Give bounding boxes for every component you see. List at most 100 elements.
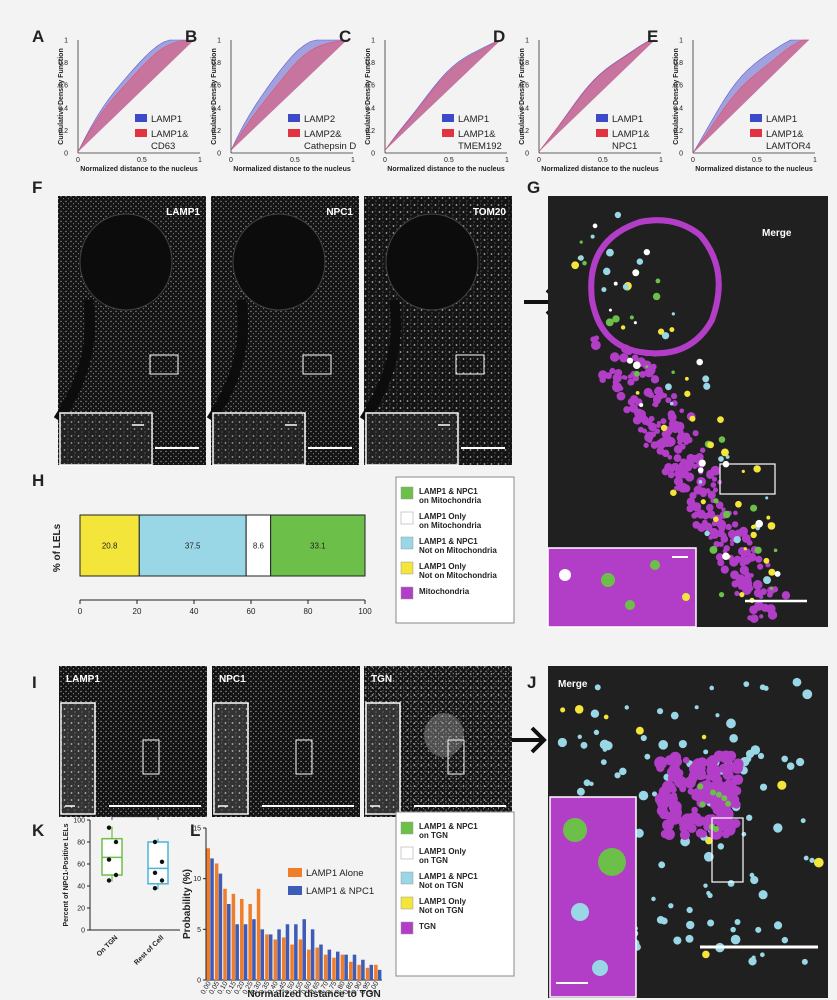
- y-axis-label: Cumulative Density Function: [58, 48, 65, 144]
- k-category-label: On TGN: [96, 934, 120, 958]
- y-tick-label: 0.8: [211, 60, 221, 67]
- x-tick-label: 0: [383, 157, 387, 164]
- cdf-band-red: [538, 39, 655, 152]
- l-bar: [248, 904, 252, 980]
- k-data-point: [152, 886, 158, 891]
- micrograph-f-npc1: NPC1: [206, 196, 359, 466]
- x-tick-label: 0: [537, 157, 541, 164]
- legend-label: Not on TGN: [419, 881, 464, 890]
- y-tick-label: 0.2: [365, 128, 375, 135]
- x-tick-label: 0: [691, 157, 695, 164]
- panel-h: H % of LELs 20.8 37.5 8.6 33.1 0 20 40 60 80 100 L…: [32, 471, 515, 624]
- y-axis-label: Cumulative Density Function: [211, 48, 218, 144]
- l-y-tick-label: 15: [193, 826, 201, 833]
- micrograph-i-npc1: NPC1: [212, 666, 360, 817]
- x-tick-label: 1: [659, 157, 663, 164]
- panel-letter-h: H: [32, 471, 44, 490]
- panel-letter-l: L: [190, 821, 200, 840]
- h-bar-segment: [245, 514, 272, 577]
- y-tick-label: 0.4: [58, 105, 68, 112]
- l-bar: [281, 937, 286, 980]
- l-y-tick-label: 0: [197, 978, 201, 985]
- legend-label: on TGN: [419, 856, 448, 865]
- l-bar: [240, 898, 244, 980]
- y-axis-label: Cumulative Density Function: [673, 48, 680, 144]
- legend-swatch: [400, 846, 414, 860]
- y-tick-label: 0.6: [519, 83, 529, 90]
- l-y-tick-label: 5: [197, 927, 201, 934]
- y-tick-label: 0.8: [673, 60, 683, 67]
- y-tick-label: 0: [64, 151, 68, 158]
- l-bar: [332, 957, 336, 980]
- legend-swatch-blue: [135, 114, 147, 122]
- l-bar: [377, 969, 382, 980]
- k-y-tick-label: 0: [81, 928, 85, 935]
- h-x-tick-label: 0: [78, 607, 83, 616]
- x-tick-label: 0.5: [290, 157, 300, 164]
- l-bar: [268, 934, 273, 980]
- h-segment-label: 20.8: [102, 542, 118, 551]
- l-bar: [214, 863, 219, 980]
- legend-swatch: [400, 896, 414, 910]
- l-y-tick-label: 10: [193, 876, 201, 883]
- micrograph-f-lamp1: LAMP1: [53, 196, 206, 466]
- l-legend-label: LAMP1 & NPC1: [306, 886, 374, 897]
- l-bar: [365, 967, 370, 980]
- l-bar: [302, 919, 306, 980]
- l-bar: [327, 949, 332, 980]
- legend-label: LAMP1: [458, 114, 489, 125]
- y-tick-label: 0.2: [58, 128, 68, 135]
- l-bar: [252, 919, 256, 980]
- legend-swatch: [400, 511, 414, 525]
- panel-g: G Merge: [527, 178, 828, 628]
- h-segment-label: 8.6: [253, 542, 265, 551]
- y-axis-label: Cumulative Density Function: [519, 48, 526, 144]
- l-bar: [231, 893, 236, 980]
- h-segment-label: 33.1: [310, 542, 326, 551]
- panel-letter-c: C: [339, 27, 351, 46]
- y-tick-label: 0.6: [673, 83, 683, 90]
- legend-label: LAMP1 Only: [419, 512, 467, 521]
- legend-swatch-red: [288, 129, 300, 137]
- l-bar: [344, 954, 348, 980]
- y-tick-label: 1: [525, 38, 529, 45]
- y-tick-label: 1: [371, 38, 375, 45]
- l-bar: [357, 964, 361, 980]
- h-x-tick-label: 100: [358, 607, 372, 616]
- legend-label: LAMP1 & NPC1: [419, 822, 478, 831]
- panel-letter-j: J: [527, 673, 536, 692]
- legend-label: LAMP1: [766, 114, 797, 125]
- panel-letter-b: B: [185, 27, 197, 46]
- x-tick-label: 0.5: [598, 157, 608, 164]
- y-tick-label: 0.8: [519, 60, 529, 67]
- legend-label: Not on Mitochondria: [419, 546, 497, 555]
- l-legend-swatch: [288, 886, 302, 895]
- k-data-point: [113, 872, 119, 878]
- y-tick-label: 0: [679, 151, 683, 158]
- legend-label: LAMP1&: [612, 129, 650, 140]
- micrograph-label: NPC1: [326, 207, 353, 218]
- y-tick-label: 0.2: [673, 128, 683, 135]
- k-box-1: Rest of Cell: [133, 838, 169, 967]
- x-axis-label: Normalized distance to the nucleus: [541, 166, 659, 173]
- h-bar-segment: [138, 514, 247, 577]
- y-tick-label: 0.2: [211, 128, 221, 135]
- legend-label: Mitochondria: [419, 587, 470, 596]
- l-bar: [210, 858, 214, 980]
- l-bar: [256, 888, 261, 980]
- l-bar: [260, 929, 265, 980]
- x-tick-label: 1: [813, 157, 817, 164]
- l-bar: [315, 947, 319, 980]
- l-bar: [265, 934, 269, 980]
- y-tick-label: 1: [217, 38, 221, 45]
- y-tick-label: 0.6: [211, 83, 221, 90]
- micrograph-label: NPC1: [219, 674, 246, 685]
- y-tick-label: 0.4: [365, 105, 375, 112]
- x-axis-label: Normalized distance to the nucleus: [387, 166, 505, 173]
